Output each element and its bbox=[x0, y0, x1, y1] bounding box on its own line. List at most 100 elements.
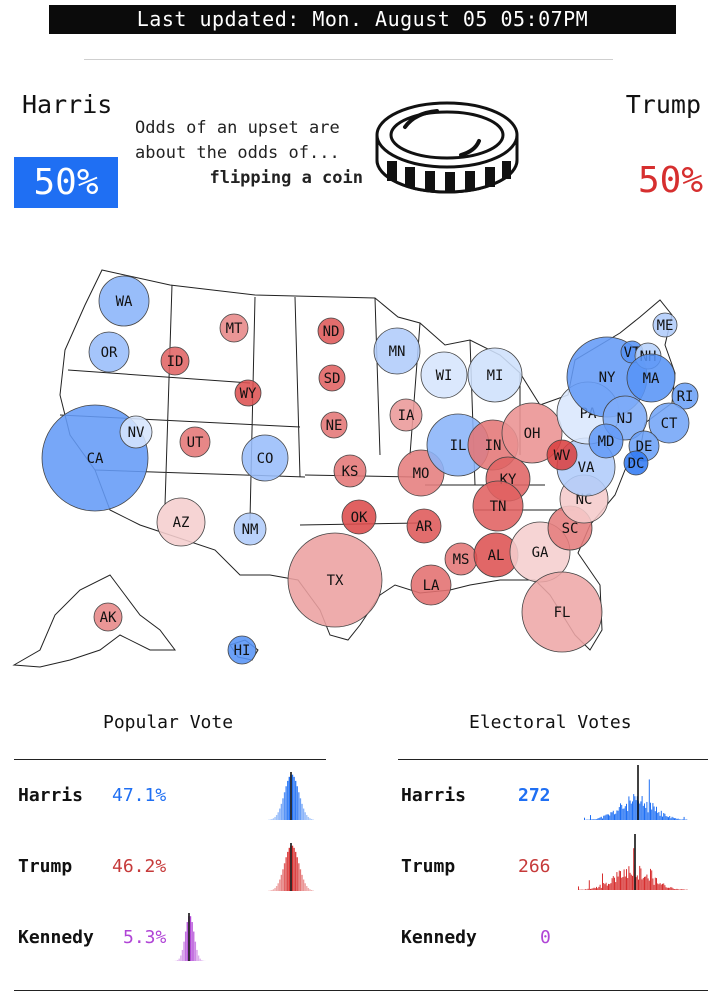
distribution-bar bbox=[274, 816, 276, 820]
kennedy-popular-vote-distribution bbox=[172, 913, 206, 961]
state-bubble-circle bbox=[227, 635, 257, 665]
state-bubble-nm: NM bbox=[233, 512, 267, 546]
state-bubble-mn: MN bbox=[373, 327, 421, 375]
state-bubble-circle bbox=[420, 351, 468, 399]
distribution-bar bbox=[293, 776, 295, 820]
distribution-bar bbox=[612, 810, 614, 820]
distribution-bar bbox=[682, 819, 684, 820]
distribution-bar bbox=[648, 880, 650, 890]
coin-icon bbox=[375, 101, 519, 194]
state-bubble-circle bbox=[179, 426, 211, 458]
distribution-bar bbox=[285, 857, 287, 891]
distribution-bar bbox=[672, 817, 674, 820]
distribution-bar bbox=[269, 890, 271, 891]
distribution-bar bbox=[176, 960, 179, 961]
distribution-bar bbox=[592, 819, 594, 820]
distribution-bar bbox=[604, 815, 606, 820]
state-bubble-circle bbox=[521, 571, 603, 653]
distribution-bar bbox=[591, 819, 593, 820]
state-label: WV bbox=[554, 448, 571, 464]
distribution-bar bbox=[620, 803, 621, 820]
distribution-bar bbox=[310, 890, 313, 891]
distribution-bar bbox=[279, 808, 281, 820]
distribution-bar bbox=[658, 884, 660, 890]
distribution-bar bbox=[283, 792, 286, 820]
state-bubble-ms: MS bbox=[444, 542, 478, 576]
harris-popular-vote-distribution bbox=[268, 772, 314, 820]
distribution-bar bbox=[597, 888, 599, 890]
state-bubble-wa: WA bbox=[98, 275, 150, 327]
pv-trump-label: Trump bbox=[18, 856, 73, 877]
divider bbox=[14, 759, 326, 760]
distribution-bar bbox=[271, 819, 273, 820]
state-label: HI bbox=[234, 643, 251, 659]
state-label: NM bbox=[242, 522, 259, 538]
ev-kennedy-label: Kennedy bbox=[401, 927, 477, 948]
distribution-bar bbox=[599, 884, 601, 890]
distribution-bar bbox=[656, 806, 657, 820]
state-label: IL bbox=[450, 438, 467, 454]
pv-kennedy-value: 5.3% bbox=[123, 927, 167, 948]
distribution-bar bbox=[627, 878, 629, 890]
trump-electoral-vote-distribution bbox=[578, 834, 688, 890]
distribution-bar bbox=[623, 808, 625, 820]
distribution-bar bbox=[632, 801, 633, 820]
state-label: WY bbox=[240, 386, 257, 402]
state-label: NJ bbox=[617, 411, 634, 427]
distribution-bar bbox=[591, 888, 593, 890]
distribution-bar bbox=[630, 803, 632, 820]
state-label: NV bbox=[128, 425, 145, 441]
state-bubble-dc: DC bbox=[623, 450, 649, 476]
state-bubble-fl: FL bbox=[521, 571, 603, 653]
pv-harris-value: 47.1% bbox=[112, 785, 167, 806]
distribution-bar bbox=[605, 882, 607, 890]
distribution-bar bbox=[646, 801, 648, 820]
distribution-bar bbox=[611, 878, 613, 890]
state-label: IN bbox=[485, 438, 502, 454]
distribution-bar bbox=[651, 870, 653, 890]
distribution-bar bbox=[279, 879, 281, 891]
distribution-bar bbox=[594, 819, 596, 820]
distribution-bar bbox=[603, 815, 605, 820]
distribution-bar bbox=[189, 916, 192, 961]
state-bubble-circle bbox=[501, 402, 563, 464]
harris-win-probability: 50% bbox=[14, 157, 118, 208]
state-bubble-az: AZ bbox=[156, 497, 206, 547]
distribution-bar bbox=[596, 819, 597, 820]
distribution-bar bbox=[664, 885, 666, 890]
distribution-bar bbox=[666, 816, 668, 820]
state-label: OK bbox=[351, 510, 368, 526]
distribution-bar bbox=[277, 883, 279, 891]
distribution-bar bbox=[675, 818, 677, 820]
distribution-bar bbox=[291, 774, 294, 820]
state-label: OR bbox=[101, 345, 118, 361]
state-label: GA bbox=[532, 545, 549, 561]
distribution-bar bbox=[608, 814, 609, 820]
distribution-bar bbox=[646, 874, 648, 890]
distribution-bar bbox=[301, 803, 303, 820]
state-bubble-circle bbox=[588, 423, 624, 459]
distribution-bar bbox=[664, 813, 666, 820]
distribution-bar bbox=[622, 808, 624, 820]
distribution-bar bbox=[304, 883, 306, 891]
distribution-bar bbox=[656, 878, 657, 890]
distribution-bar bbox=[677, 818, 679, 820]
distribution-bar bbox=[644, 803, 645, 820]
divider bbox=[398, 759, 708, 760]
distribution-bar bbox=[612, 876, 614, 890]
state-bubble-la: LA bbox=[410, 564, 452, 606]
state-bubble-tn: TN bbox=[472, 480, 524, 532]
state-bubble-circle bbox=[241, 434, 289, 482]
state-label: MI bbox=[487, 368, 504, 384]
state-label: RI bbox=[677, 389, 694, 405]
distribution-bar bbox=[665, 816, 667, 820]
distribution-bar bbox=[683, 889, 685, 890]
distribution-bar bbox=[611, 812, 613, 820]
distribution-bar bbox=[651, 809, 653, 820]
state-bubble-nv: NV bbox=[119, 415, 153, 449]
state-bubble-circle bbox=[156, 497, 206, 547]
distribution-bar bbox=[602, 873, 603, 890]
distribution-bar bbox=[653, 884, 655, 890]
distribution-bar bbox=[647, 878, 649, 890]
distribution-bar bbox=[628, 796, 630, 820]
